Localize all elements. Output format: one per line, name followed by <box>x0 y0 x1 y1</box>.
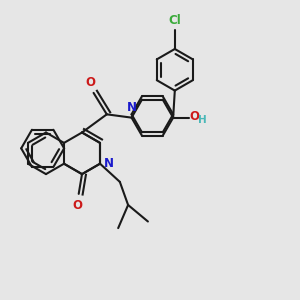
Text: H: H <box>198 115 207 125</box>
Text: Cl: Cl <box>168 14 181 27</box>
Text: N: N <box>127 101 137 114</box>
Text: O: O <box>189 110 200 123</box>
Text: O: O <box>85 76 95 89</box>
Text: N: N <box>104 157 114 170</box>
Text: O: O <box>72 199 82 212</box>
